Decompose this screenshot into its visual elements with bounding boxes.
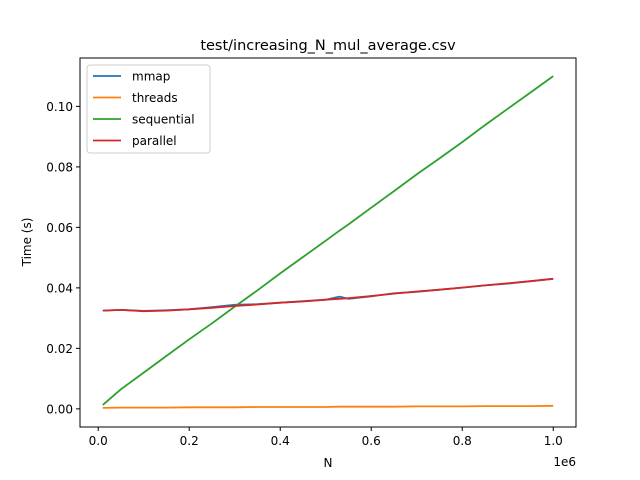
x-tick-label: 0.0 — [89, 434, 108, 448]
x-tick-label: 0.2 — [180, 434, 199, 448]
x-axis-offset-label: 1e6 — [553, 455, 576, 469]
legend-label-threads: threads — [132, 91, 178, 105]
legend-label-parallel: parallel — [132, 134, 177, 148]
y-tick-label: 0.00 — [46, 402, 73, 416]
x-tick-label: 0.6 — [362, 434, 381, 448]
legend-label-sequential: sequential — [132, 113, 195, 127]
y-tick-label: 0.02 — [46, 342, 73, 356]
x-tick-label: 0.4 — [271, 434, 290, 448]
chart-title: test/increasing_N_mul_average.csv — [200, 38, 456, 54]
y-tick-label: 0.06 — [46, 221, 73, 235]
y-tick-label: 0.08 — [46, 160, 73, 174]
legend-label-mmap: mmap — [132, 70, 170, 84]
y-tick-label: 0.10 — [46, 100, 73, 114]
x-axis-label: N — [324, 456, 333, 470]
y-tick-label: 0.04 — [46, 281, 73, 295]
x-tick-label: 0.8 — [453, 434, 472, 448]
x-tick-label: 1.0 — [544, 434, 563, 448]
y-axis-label: Time (s) — [20, 218, 34, 268]
legend: mmap threads sequential parallel — [87, 65, 210, 153]
